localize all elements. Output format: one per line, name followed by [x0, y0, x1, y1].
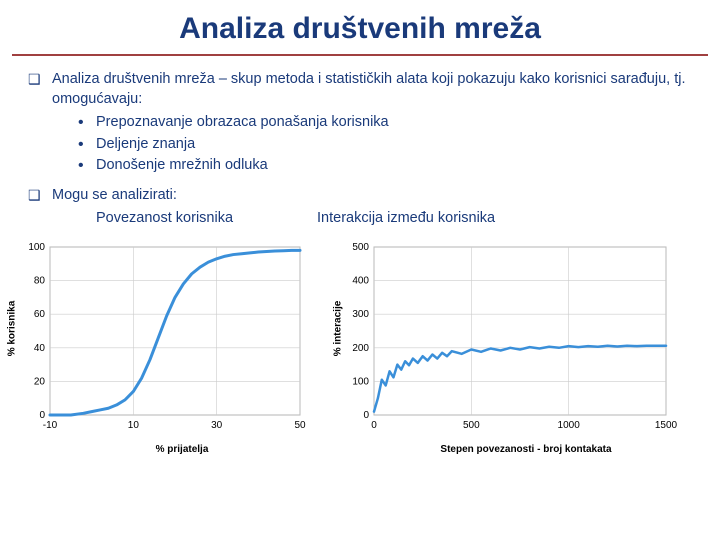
- content-area: Analiza društvenih mreža – skup metoda i…: [0, 56, 720, 229]
- svg-text:100: 100: [352, 376, 369, 387]
- svg-text:300: 300: [352, 309, 369, 320]
- svg-text:400: 400: [352, 276, 369, 287]
- svg-text:1500: 1500: [655, 420, 678, 431]
- chart-2-xlabel: Stepen povezanosti - broj kontakata: [370, 444, 682, 455]
- bullet-main-1: Analiza društvenih mreža – skup metoda i…: [28, 70, 692, 176]
- svg-text:500: 500: [352, 242, 369, 253]
- analyze-col2: Interakcija između korisnika: [317, 209, 495, 229]
- svg-text:30: 30: [211, 420, 223, 431]
- svg-text:60: 60: [34, 309, 46, 320]
- bullet-sub-1: Prepoznavanje obrazaca ponašanja korisni…: [78, 113, 692, 133]
- svg-text:80: 80: [34, 276, 46, 287]
- chart-1-ylabel: % korisnika: [6, 301, 17, 357]
- chart-1-container: 020406080100-10103050 % korisnika % prij…: [8, 239, 318, 455]
- svg-text:-10: -10: [43, 420, 58, 431]
- chart-1-xlabel: % prijatelja: [46, 444, 318, 455]
- charts-row: 0 20 40 60 80 100 -10 10 30 50 % korisnika % prij…: [0, 239, 720, 455]
- svg-text:20: 20: [34, 376, 46, 387]
- chart-interaction: 0 100 200 300 400 500 0 500 1000 1500: [332, 239, 682, 439]
- bullet-main-1-text: Analiza društvenih mreža – skup metoda i…: [52, 71, 685, 107]
- chart-connectivity: 020406080100-10103050: [8, 239, 318, 439]
- bullet-sub-2: Deljenje znanja: [78, 135, 692, 155]
- svg-text:50: 50: [294, 420, 306, 431]
- bullet-main-2-text: Mogu se analizirati:: [52, 187, 177, 203]
- svg-text:200: 200: [352, 343, 369, 354]
- svg-text:40: 40: [34, 343, 46, 354]
- bullet-main-2: Mogu se analizirati: Povezanost korisnik…: [28, 186, 692, 229]
- analyze-col1: Povezanost korisnika: [96, 209, 233, 229]
- bullet-sub-3: Donošenje mrežnih odluka: [78, 156, 692, 176]
- svg-text:10: 10: [128, 420, 140, 431]
- page-title: Analiza društvenih mreža: [12, 0, 708, 56]
- svg-text:500: 500: [463, 420, 480, 431]
- svg-text:100: 100: [28, 242, 45, 253]
- svg-text:0: 0: [371, 420, 377, 431]
- svg-text:0: 0: [363, 410, 369, 421]
- chart-2-container: 0 100 200 300 400 500 0 500 1000 1500 % interacij…: [332, 239, 682, 455]
- svg-text:1000: 1000: [558, 420, 581, 431]
- chart-2-ylabel: % interacije: [332, 301, 343, 357]
